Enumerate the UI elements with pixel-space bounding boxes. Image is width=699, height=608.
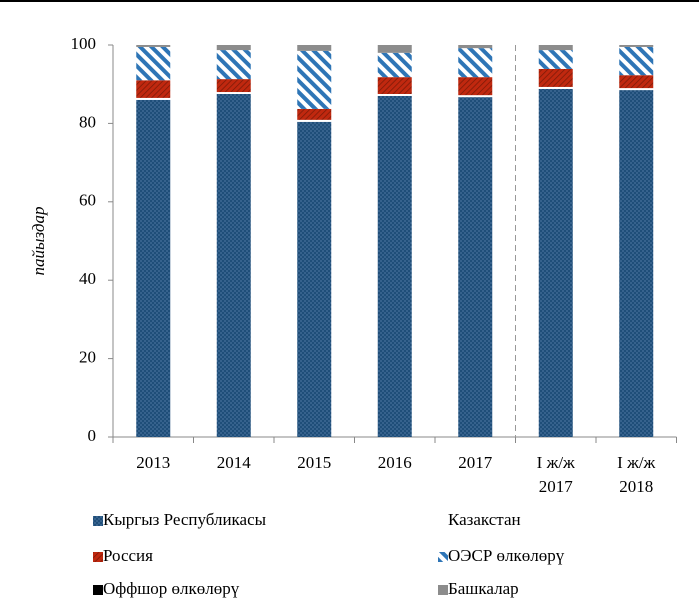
y-tick-label: 40 [79, 269, 96, 288]
y-tick-label: 100 [71, 34, 97, 53]
legend-label: Кыргыз Республикасы [103, 510, 267, 529]
y-tick-label: 60 [79, 191, 96, 210]
bar-segment [297, 108, 332, 120]
bar-segment [297, 119, 332, 122]
legend-marker [93, 585, 103, 595]
bar-segment [297, 45, 332, 51]
x-tick-label: I ж/ж 2017 [536, 453, 575, 496]
y-tick-label: 20 [79, 348, 96, 367]
bar-segment [538, 45, 573, 51]
x-tick-label: 2014 [216, 453, 251, 472]
bar-segment [136, 97, 171, 100]
bar-segment [377, 45, 412, 53]
x-tick-label: 2017 [458, 453, 493, 472]
bar-segment [619, 88, 654, 91]
bar-segment [216, 50, 251, 80]
legend-label: Оффшор өлкөлөрү [103, 579, 240, 598]
bar-segment [458, 95, 493, 98]
bar-segment [538, 50, 573, 69]
bar-segment [216, 92, 251, 94]
bar-segment [136, 45, 171, 47]
bar-segment [377, 52, 412, 78]
x-tick-label: I ж/ж 2018 [617, 453, 656, 496]
bar-segment [136, 80, 171, 98]
bar-segment [458, 45, 493, 49]
y-tick-label: 80 [79, 112, 96, 131]
x-tick-label: 2015 [297, 453, 332, 472]
x-tick-label: 2013 [136, 453, 171, 472]
legend-marker [438, 552, 448, 562]
bar-segment [377, 95, 412, 438]
legend-label: Башкалар [448, 579, 519, 598]
bar-segment [458, 77, 493, 96]
y-axis-label: пайыздар [29, 206, 48, 275]
bar-segment [136, 99, 171, 437]
bar-segment [458, 48, 493, 78]
bar-segment [297, 50, 332, 109]
legend-label: Россия [103, 546, 153, 565]
legend-label: ОЭСР өлкөлөрү [448, 546, 565, 565]
y-tick-label: 0 [88, 426, 97, 445]
bar-segment [538, 88, 573, 438]
bar-segment [538, 86, 573, 89]
bar-segment [619, 45, 654, 47]
legend-marker [438, 516, 448, 526]
bar-segment [297, 121, 332, 437]
bar-segment [619, 75, 654, 89]
bar-segment [538, 68, 573, 87]
bar-segment [619, 46, 654, 76]
bar-segment [216, 45, 251, 51]
legend-label: Казакстан [448, 510, 521, 529]
bar-segment [136, 46, 171, 81]
bar-segment [377, 94, 412, 96]
bar-segment [216, 94, 251, 437]
x-tick-label: 2016 [377, 453, 412, 472]
bar-segment [377, 77, 412, 94]
bar-segment [216, 79, 251, 93]
bar-segment [619, 90, 654, 437]
bar-segment [458, 97, 493, 438]
legend-marker [93, 552, 103, 562]
legend-marker [438, 585, 448, 595]
legend-marker [93, 516, 103, 526]
